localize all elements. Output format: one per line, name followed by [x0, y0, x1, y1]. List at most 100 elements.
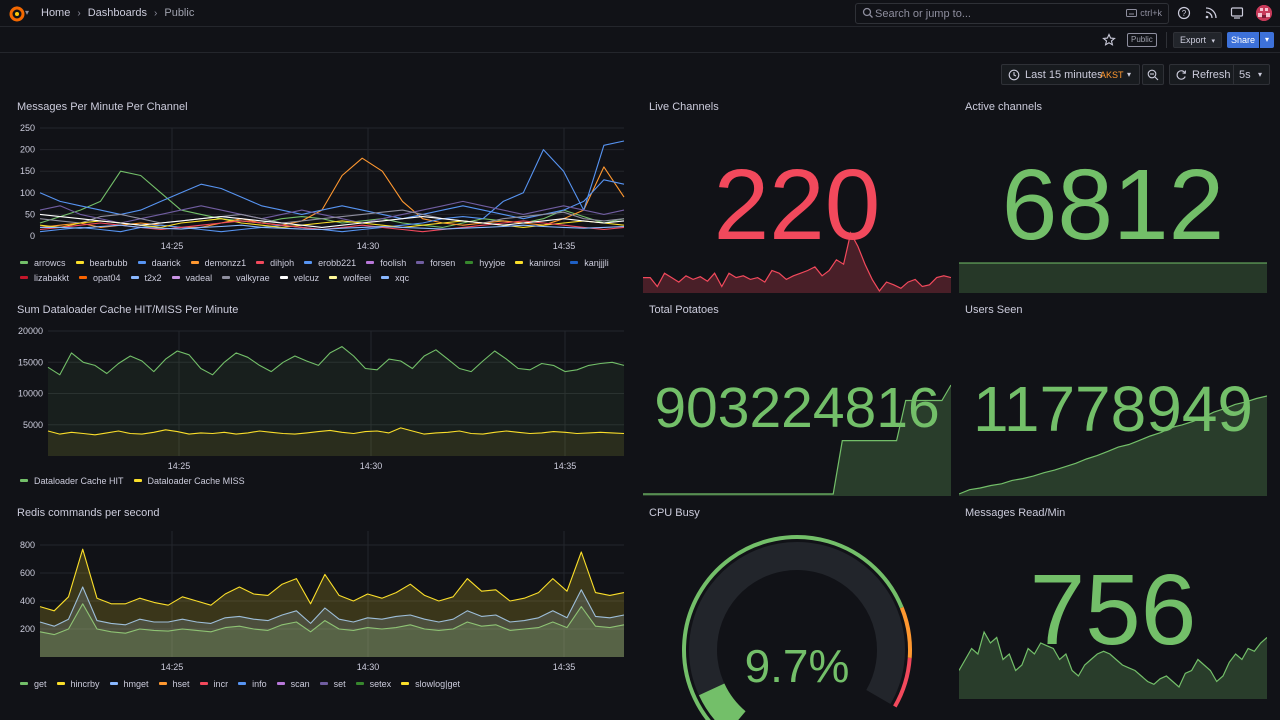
legend-item[interactable]: hmget — [109, 676, 149, 691]
panel-title-total-potatoes[interactable]: Total Potatoes — [649, 304, 719, 316]
legend-item[interactable]: kanjjjli — [570, 255, 609, 270]
series-line — [40, 224, 625, 231]
panel-title-active-channels[interactable]: Active channels — [965, 101, 1043, 113]
series-area — [48, 346, 624, 456]
legend-item[interactable]: forsen — [416, 255, 455, 270]
legend-item[interactable]: bearbubb — [75, 255, 128, 270]
legend-label: set — [333, 678, 346, 689]
legend-label: daarick — [151, 257, 181, 268]
legend-item[interactable]: demonzz1 — [190, 255, 246, 270]
x-tick-label: 14:25 — [161, 241, 184, 251]
panel-title-cpu-busy[interactable]: CPU Busy — [649, 507, 700, 519]
public-badge: Public — [1127, 33, 1157, 47]
legend-item[interactable]: dihjoh — [256, 255, 294, 270]
avatar[interactable] — [1256, 5, 1272, 21]
toolbar-divider — [1166, 32, 1167, 48]
series-line — [39, 200, 625, 224]
legend-item[interactable]: hincrby — [56, 676, 100, 691]
sparkline-line — [959, 395, 1267, 495]
legend-swatch — [199, 682, 208, 685]
legend-item[interactable]: foolish — [366, 255, 406, 270]
kiosk-mode-icon[interactable] — [1230, 6, 1244, 20]
time-range-picker[interactable]: Last 15 minutes AKST ▾ — [1001, 64, 1140, 85]
help-icon[interactable]: ? — [1177, 6, 1191, 20]
legend-item[interactable]: info — [238, 676, 267, 691]
legend-label: t2x2 — [144, 272, 162, 283]
legend-swatch — [570, 261, 579, 264]
series-area — [40, 549, 624, 657]
legend-item[interactable]: scan — [276, 676, 310, 691]
time-range-chevron-down-icon: ▾ — [1127, 70, 1132, 79]
panel-title-users-seen[interactable]: Users Seen — [965, 304, 1023, 316]
legend-swatch — [319, 682, 328, 685]
zoom-out-button[interactable] — [1142, 64, 1164, 85]
sparkline-line — [643, 384, 951, 495]
legend-item[interactable]: slowlog|get — [401, 676, 460, 691]
x-tick-label: 14:25 — [168, 461, 191, 471]
breadcrumb-dashboards[interactable]: Dashboards — [87, 7, 148, 19]
legend-swatch — [238, 682, 247, 685]
users-seen-value: 11778949 — [973, 373, 1253, 445]
legend-item[interactable]: setex — [355, 676, 391, 691]
timezone-label: AKST — [1100, 70, 1124, 80]
legend-item[interactable]: hyyjoe — [465, 255, 505, 270]
legend-item[interactable]: erobb221 — [304, 255, 356, 270]
panel-title-redis[interactable]: Redis commands per second — [17, 507, 160, 519]
legend-item[interactable]: valkyrae — [222, 270, 270, 285]
legend-item[interactable]: wolfeei — [329, 270, 371, 285]
search-input[interactable]: Search or jump to... ctrl+k — [855, 3, 1169, 24]
gauge-track — [689, 542, 905, 720]
legend-swatch — [20, 276, 28, 279]
legend-swatch — [56, 682, 65, 685]
legend-label: slowlog|get — [415, 678, 461, 689]
legend-item[interactable]: incr — [199, 676, 228, 691]
cache-legend: Dataloader Cache HIT Dataloader Cache MIS… — [20, 473, 620, 488]
legend-item[interactable]: set — [319, 676, 346, 691]
news-feed-icon[interactable] — [1204, 6, 1218, 20]
legend-item[interactable]: kanirosi — [515, 255, 560, 270]
breadcrumb-home[interactable]: Home — [41, 7, 71, 19]
legend-item[interactable]: get — [20, 676, 47, 691]
panel-title-cache[interactable]: Sum Dataloader Cache HIT/MISS Per Minute — [17, 304, 239, 316]
legend-item[interactable]: daarick — [137, 255, 181, 270]
refresh-interval[interactable]: 5s — [1239, 69, 1251, 81]
legend-item[interactable]: vadeal — [171, 270, 212, 285]
panel-title-messages-read[interactable]: Messages Read/Min — [965, 507, 1066, 519]
export-label: Export — [1180, 35, 1207, 45]
series-line — [39, 179, 625, 220]
legend-swatch — [158, 682, 167, 685]
x-tick-label: 14:30 — [357, 662, 380, 672]
panel-title-live-channels[interactable]: Live Channels — [649, 101, 719, 113]
legend-label: Dataloader Cache MISS — [147, 475, 245, 486]
series-line — [47, 427, 625, 436]
legend-label: wolfeei — [343, 272, 372, 283]
legend-swatch — [401, 682, 410, 685]
panel-title-messages[interactable]: Messages Per Minute Per Channel — [17, 101, 188, 113]
menu-chevron-down-icon[interactable]: ▾ — [25, 8, 30, 17]
share-chevron-down-icon[interactable]: ▾ — [1260, 32, 1274, 48]
grafana-logo-icon[interactable] — [8, 5, 26, 23]
export-button[interactable]: Export ▾ — [1173, 32, 1223, 48]
y-tick-label: 0 — [30, 231, 35, 241]
legend-swatch — [130, 276, 139, 279]
x-tick-label: 14:30 — [357, 241, 380, 251]
series-line — [39, 586, 625, 627]
legend-label: bearbubb — [89, 257, 128, 268]
legend-item[interactable]: Dataloader Cache HIT — [20, 473, 124, 488]
legend-item[interactable]: arrowcs — [20, 255, 66, 270]
share-button[interactable]: Share — [1227, 32, 1259, 48]
x-tick-label: 14:35 — [554, 461, 577, 471]
legend-item[interactable]: Dataloader Cache MISS — [133, 473, 245, 488]
legend-item[interactable]: xqc — [381, 270, 409, 285]
legend-item[interactable]: lizabakkt — [20, 270, 69, 285]
refresh-picker[interactable]: Refresh 5s ▾ — [1169, 64, 1270, 85]
legend-item[interactable]: velcuz — [279, 270, 319, 285]
messages-legend: arrowcs bearbubb daarick demonzz1 dihjoh erob… — [20, 255, 620, 285]
legend-item[interactable]: hset — [158, 676, 190, 691]
star-icon[interactable] — [1102, 33, 1116, 47]
legend-item[interactable]: t2x2 — [130, 270, 162, 285]
legend-item[interactable]: opat04 — [79, 270, 121, 285]
y-tick-label: 800 — [20, 540, 35, 550]
y-tick-label: 600 — [20, 568, 35, 578]
legend-label: hincrby — [70, 678, 100, 689]
